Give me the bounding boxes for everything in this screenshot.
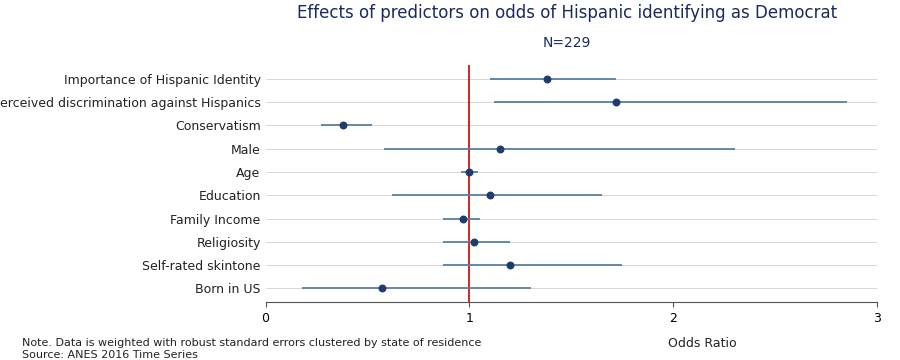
Point — [374, 285, 389, 291]
Text: Odds Ratio: Odds Ratio — [668, 337, 736, 350]
Point — [336, 122, 350, 128]
Point — [466, 239, 481, 245]
Point — [609, 99, 624, 105]
Text: N=229: N=229 — [543, 36, 591, 50]
Point — [503, 262, 517, 268]
Point — [456, 216, 471, 221]
Point — [463, 169, 477, 175]
Point — [540, 76, 554, 82]
Point — [482, 192, 497, 198]
Point — [493, 146, 508, 152]
Text: Effects of predictors on odds of Hispanic identifying as Democrat: Effects of predictors on odds of Hispani… — [297, 4, 837, 22]
Text: Note. Data is weighted with robust standard errors clustered by state of residen: Note. Data is weighted with robust stand… — [22, 338, 482, 360]
